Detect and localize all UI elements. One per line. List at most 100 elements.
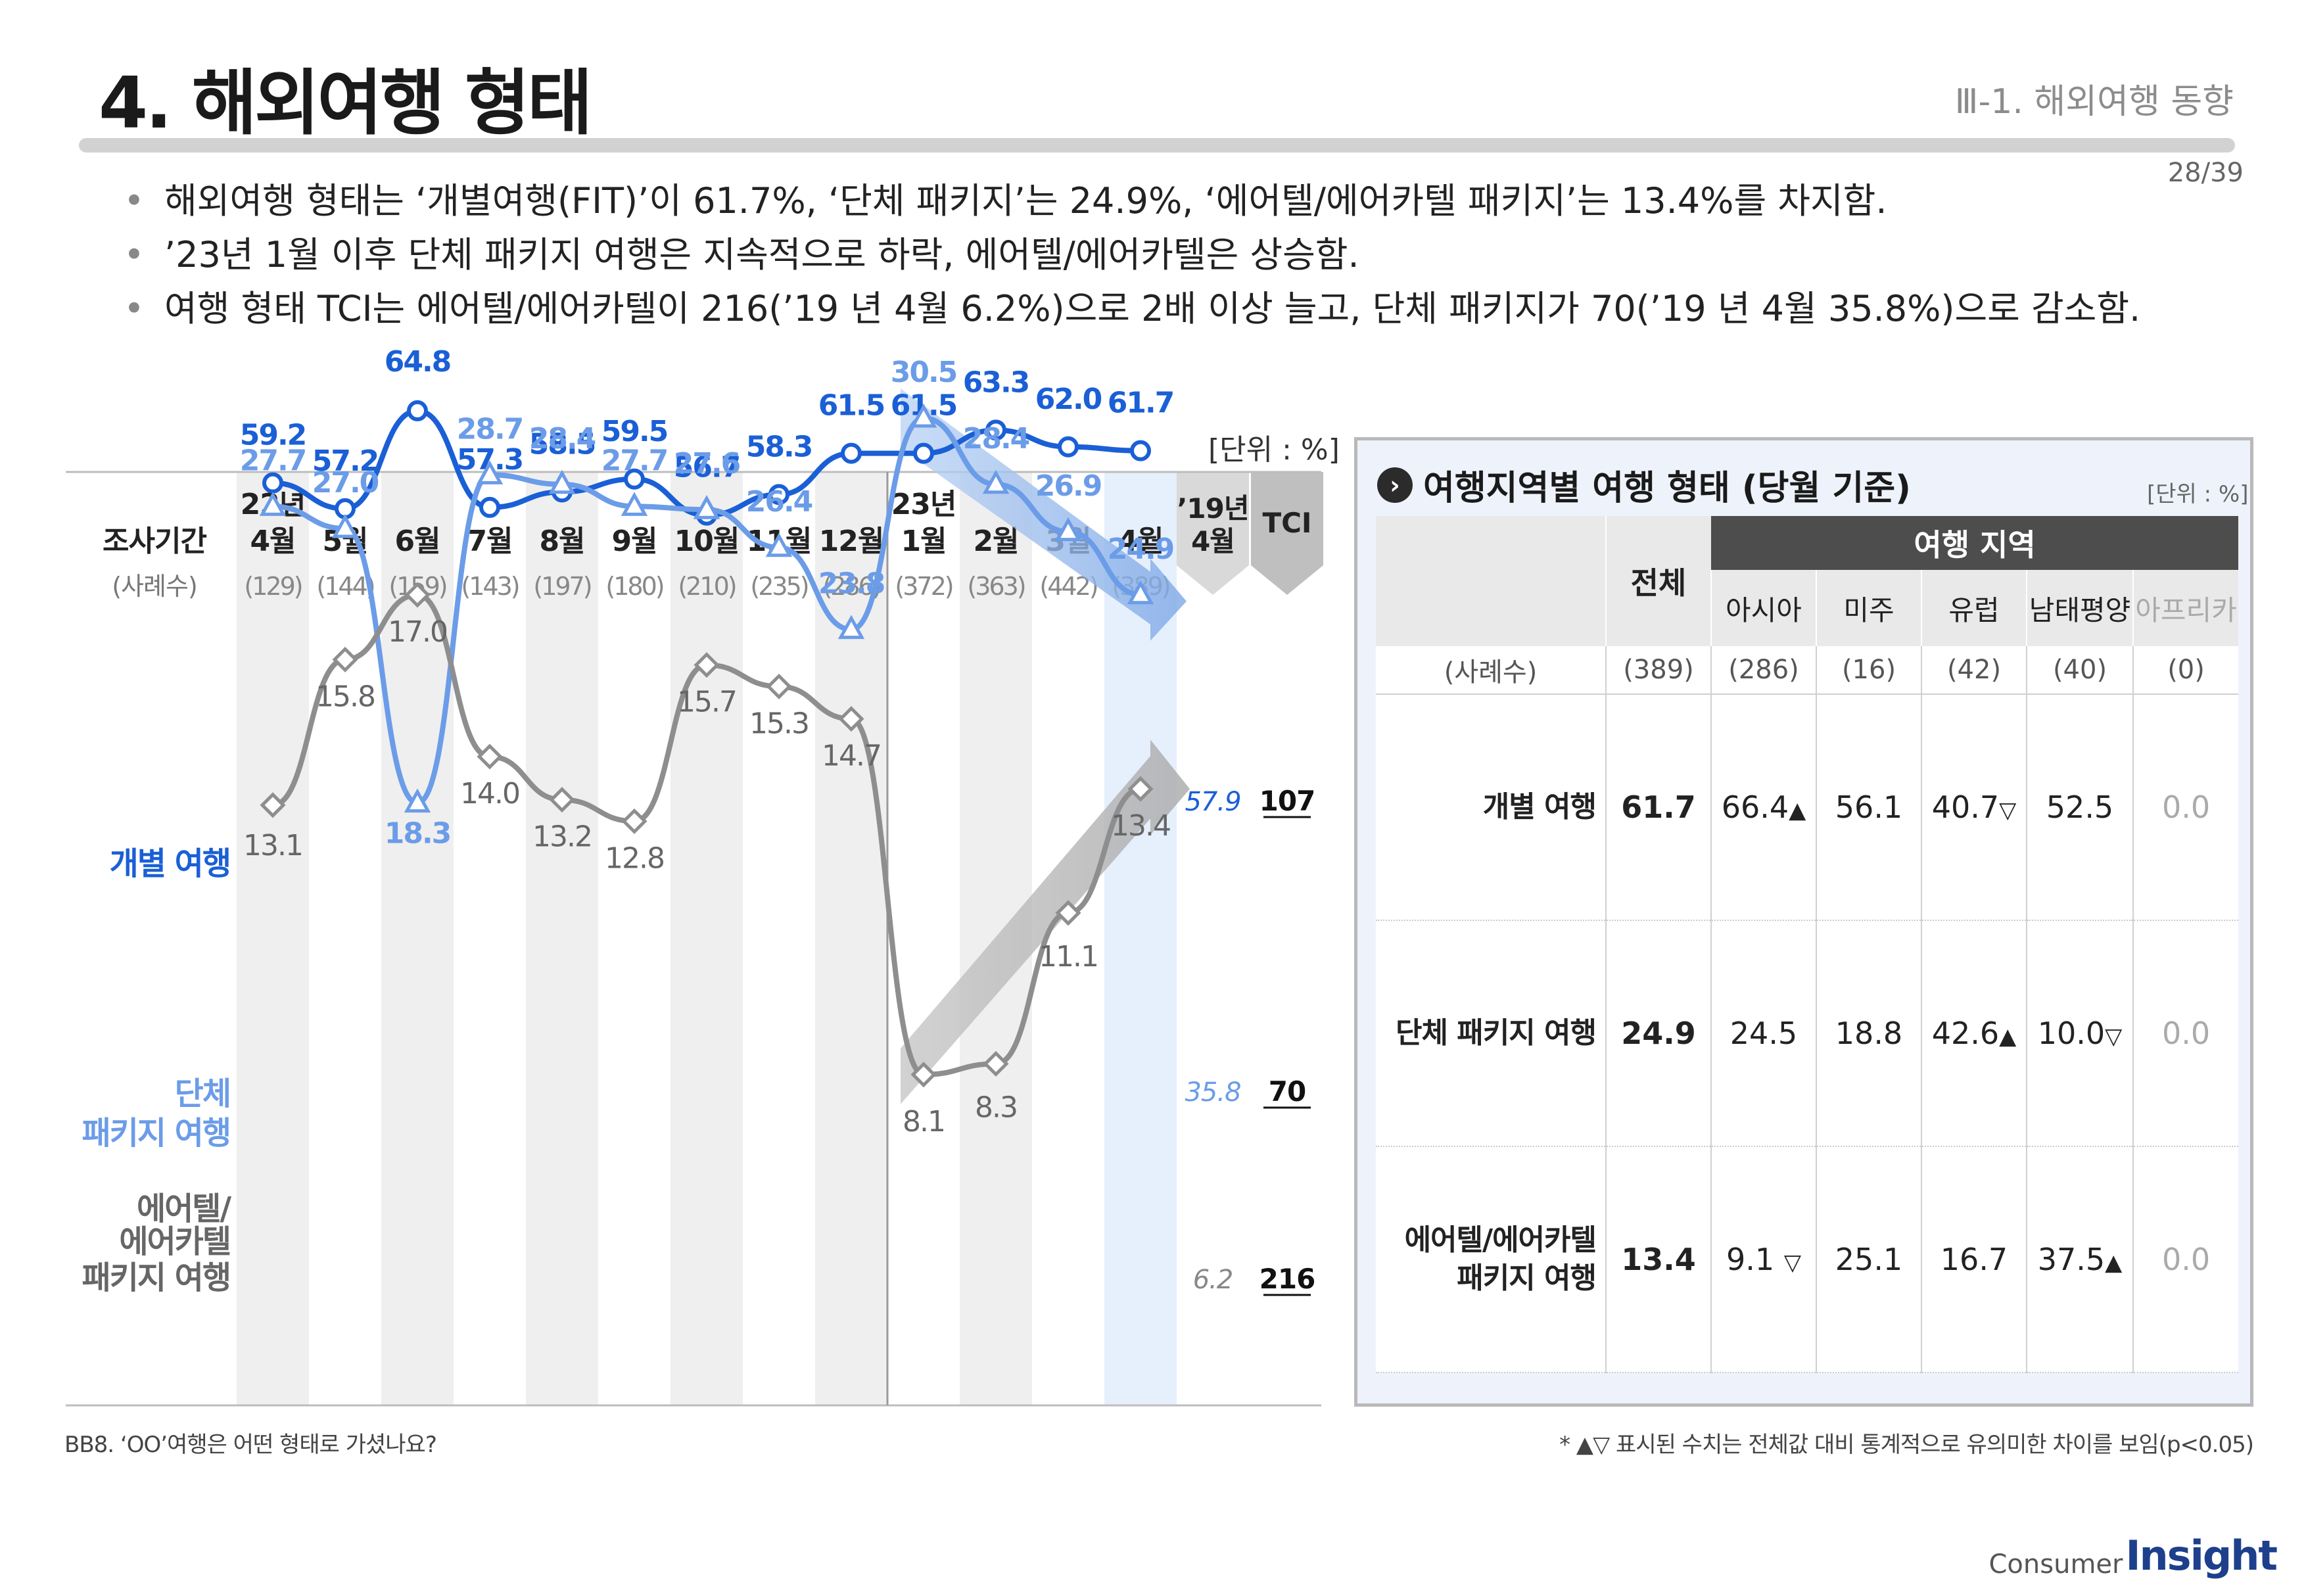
data-label: 23.8: [818, 567, 885, 601]
ref-2019-value: 57.9: [1185, 787, 1240, 817]
data-point: [624, 468, 645, 490]
ref-2019-value: 6.2: [1193, 1265, 1233, 1295]
tci-value: 216: [1259, 1263, 1315, 1295]
header-region-group: 여행 지역: [1711, 516, 2239, 570]
data-label: 62.0: [1035, 383, 1102, 416]
table-cell: 10.0▽: [2026, 920, 2133, 1147]
data-label: 30.5: [891, 356, 957, 389]
significance-footnote: * ▲▽ 표시된 수치는 전체값 대비 통계적으로 유의미한 차이를 보임(p<…: [1559, 1432, 2254, 1458]
region-table: 전체 여행 지역 아시아 미주 유럽 남태평양 아프리카 (사례수) (389)…: [1376, 516, 2239, 1373]
data-point: [910, 1062, 937, 1088]
data-point: [1054, 517, 1082, 542]
table-cell: 52.5: [2026, 694, 2133, 921]
data-point: [983, 1050, 1009, 1077]
bullet-item: 해외여행 형태는 ‘개별여행(FIT)’이 61.7%, ‘단체 패키지’는 2…: [118, 174, 2140, 228]
data-point: [1055, 900, 1081, 926]
cell-value: 0.0: [2161, 789, 2211, 825]
data-point: [259, 492, 287, 516]
data-point: [262, 472, 283, 494]
month-label: 4월: [250, 525, 295, 558]
row-label: 단체 패키지 여행: [1376, 920, 1606, 1147]
month-label: 1월: [901, 525, 946, 558]
data-point: [1130, 440, 1151, 461]
table-cell: 25.1: [1816, 1146, 1921, 1373]
cell-value: 9.1: [1726, 1242, 1775, 1277]
sample-cell: (40): [2026, 646, 2133, 695]
data-label: 17.0: [388, 615, 447, 649]
sample-size: (129): [244, 572, 301, 601]
table-cell: 0.0: [2132, 920, 2239, 1147]
column-stripe: [526, 472, 598, 1405]
header-region: 아시아: [1710, 570, 1816, 646]
data-point: [332, 646, 358, 672]
data-point: [1127, 776, 1154, 802]
year-label: 23년: [891, 488, 956, 521]
question-footnote: BB8. ‘OO’여행은 어떤 형태로 가셨나요?: [64, 1432, 437, 1458]
table-row: 에어텔/에어카텔 패키지 여행 13.4 9.1 ▽ 25.1 16.7 37.…: [1376, 1146, 2239, 1373]
tci-header-box: [1251, 472, 1323, 595]
data-label: 61.5: [818, 389, 885, 423]
data-point: [913, 442, 934, 464]
data-point: [549, 787, 575, 813]
sig-marker: ▽: [1783, 1250, 1801, 1276]
data-label: 26.9: [1035, 469, 1102, 503]
data-point: [837, 615, 865, 640]
row-label: 개별 여행: [1376, 694, 1606, 921]
trend-chart: 조사기간(사례수)22년23년4월(129)5월(144)6월(159)7월(1…: [66, 345, 1323, 1407]
series-line: [270, 408, 1143, 518]
current-month-highlight: [1104, 472, 1177, 1405]
data-point: [841, 442, 862, 464]
data-label: 8.1: [903, 1105, 945, 1138]
data-point: [765, 532, 793, 557]
ref-2019-value: 35.8: [1185, 1077, 1240, 1108]
table-cell: 66.4▲: [1710, 694, 1816, 921]
brand-logo: Consumer Insight: [1988, 1532, 2278, 1580]
cell-value: 56.1: [1835, 789, 1903, 825]
sig-marker: ▲: [2105, 1250, 2123, 1276]
ref-year-label: ’19년: [1177, 492, 1248, 525]
data-point: [404, 582, 431, 608]
data-label: 15.7: [677, 686, 736, 719]
row-label: 에어텔/에어카텔 패키지 여행: [1376, 1146, 1606, 1373]
month-label: 6월: [394, 525, 440, 558]
data-label: 8.3: [975, 1091, 1017, 1124]
sample-size: (143): [461, 572, 518, 601]
sig-marker: ▲: [1999, 1023, 2017, 1050]
data-point: [477, 743, 503, 770]
table-cell: 16.7: [1921, 1146, 2027, 1373]
page-number: 28/39: [2167, 158, 2244, 188]
page-title: 4. 해외여행 형태: [99, 62, 593, 145]
header-region: 유럽: [1921, 570, 2027, 646]
panel-title: › 여행지역별 여행 형태 (당월 기준): [1377, 460, 1911, 509]
table-cell: 37.5▲: [2026, 1146, 2133, 1373]
sample-header: (사례수): [112, 572, 197, 601]
section-label: Ⅲ-1. 해외여행 동향: [1954, 82, 2234, 122]
data-point: [479, 496, 500, 518]
series-label: 에어카텔: [119, 1223, 230, 1260]
data-point: [621, 492, 648, 516]
header-region: 미주: [1816, 570, 1921, 646]
sample-label: (사례수): [1376, 646, 1606, 695]
summary-bullets: 해외여행 형태는 ‘개별여행(FIT)’이 61.7%, ‘단체 패키지’는 2…: [118, 174, 2140, 336]
series-label: 패키지 여행: [82, 1259, 230, 1296]
month-label: 7월: [467, 525, 512, 558]
table-cell: 9.1 ▽: [1710, 1146, 1816, 1373]
series-label: 단체: [175, 1075, 230, 1112]
data-label: 14.7: [822, 739, 881, 773]
sample-size: (235): [750, 572, 807, 601]
month-label: 10월: [674, 525, 740, 558]
table-cell: 40.7▽: [1921, 694, 2027, 921]
data-point: [985, 419, 1006, 441]
table-cell: 24.5: [1710, 920, 1816, 1147]
data-point: [476, 460, 504, 484]
data-label: 13.1: [243, 829, 302, 862]
data-point: [1127, 580, 1154, 605]
bullet-item: 여행 형태 TCI는 에어텔/에어카텔이 216(’19 년 4월 6.2%)으…: [118, 282, 2140, 336]
logo-part: Consumer: [1988, 1549, 2123, 1580]
data-label: 15.8: [316, 680, 375, 713]
data-label: 24.9: [1108, 532, 1174, 566]
data-point: [838, 706, 864, 732]
data-label: 63.3: [963, 365, 1029, 399]
table-cell: 18.8: [1816, 920, 1921, 1147]
panel-unit: [단위 : %]: [2147, 481, 2249, 507]
